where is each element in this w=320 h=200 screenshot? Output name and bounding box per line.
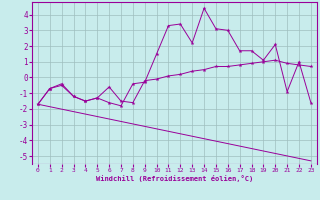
X-axis label: Windchill (Refroidissement éolien,°C): Windchill (Refroidissement éolien,°C): [96, 175, 253, 182]
